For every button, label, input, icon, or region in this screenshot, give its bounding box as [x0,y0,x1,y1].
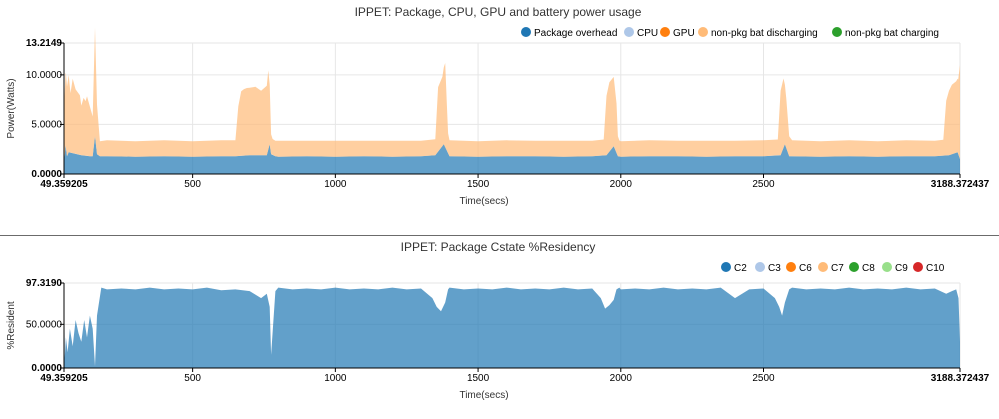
cstate-legend-label-c7[interactable]: C7 [831,263,844,274]
cstate-legend-item-c9[interactable]: C9 [882,262,908,274]
cstate-residency-chart: IPPET: Package Cstate %Residency 0.0000 50… [6,240,990,401]
cstate-legend-label-c9[interactable]: C9 [895,263,908,274]
cstate-legend-item-c2[interactable]: C2 [721,262,747,274]
power-chart-title: IPPET: Package, CPU, GPU and battery pow… [355,5,642,19]
cstate-legend-label-c3[interactable]: C3 [768,263,781,274]
cstate-y-tick-label-2: 97.3190 [26,278,63,289]
cstate-legend-label-c6[interactable]: C6 [799,263,812,274]
cstate-legend-swatch-c3[interactable] [755,262,765,272]
power-y-tick-label-1: 5.0000 [31,119,62,130]
power-x-axis-label: Time(secs) [459,196,508,207]
cstate-legend-swatch-c9[interactable] [882,262,892,272]
cstate-legend-swatch-c7[interactable] [818,262,828,272]
panel-divider [0,235,999,236]
cstate-series-group [64,283,960,368]
power-x-tick-label-2: 1000 [324,179,347,190]
power-y-tick-label-0: 0.0000 [31,169,62,180]
power-y-ticks: 0.0000 5.0000 10.0000 13.2149 [26,38,64,180]
cstate-legend-item-c3[interactable]: C3 [755,262,781,274]
power-usage-chart-panel: IPPET: Package, CPU, GPU and battery pow… [6,5,990,207]
cstate-x-tick-label-5: 2500 [752,373,775,384]
power-legend-item-cpu[interactable]: CPU [624,27,658,39]
power-legend-item-gpu[interactable]: GPU [660,27,695,39]
power-legend-swatch-cpu[interactable] [624,27,634,37]
cstate-x-tick-label-0: 49.359205 [40,373,88,384]
cstate-x-axis-label: Time(secs) [459,390,508,401]
power-legend-label-package-overhead[interactable]: Package overhead [534,28,617,39]
power-legend-swatch-non-pkg-bat-charging[interactable] [832,27,842,37]
cstate-legend: C2 C3 C6 C7 C8 C9 C10 [721,262,945,274]
cstate-x-tick-label-1: 500 [184,373,201,384]
power-usage-chart: IPPET: Package, CPU, GPU and battery pow… [6,5,990,207]
cstate-legend-item-c6[interactable]: C6 [786,262,812,274]
power-series-group [64,27,960,174]
cstate-y-tick-label-1: 50.0000 [26,319,63,330]
cstate-legend-swatch-c2[interactable] [721,262,731,272]
power-x-tick-label-6: 3188.372437 [931,179,990,190]
power-y-tick-label-2: 10.0000 [26,70,63,81]
power-legend-label-non-pkg-bat-charging[interactable]: non-pkg bat charging [845,28,939,39]
power-legend-item-non-pkg-bat-charging[interactable]: non-pkg bat charging [832,27,939,39]
power-legend-swatch-non-pkg-bat-discharging[interactable] [698,27,708,37]
cstate-legend-label-c8[interactable]: C8 [862,263,875,274]
power-legend-label-non-pkg-bat-discharging[interactable]: non-pkg bat discharging [711,28,818,39]
cstate-legend-swatch-c6[interactable] [786,262,796,272]
power-y-axis-label: Power(Watts) [6,78,17,138]
cstate-legend-label-c2[interactable]: C2 [734,263,747,274]
cstate-x-tick-label-6: 3188.372437 [931,373,990,384]
cstate-legend-swatch-c8[interactable] [849,262,859,272]
cstate-residency-chart-panel: IPPET: Package Cstate %Residency 0.0000 50… [0,236,999,414]
power-x-tick-label-4: 2000 [610,179,633,190]
cstate-legend-label-c10[interactable]: C10 [926,263,945,274]
power-legend-item-non-pkg-bat-discharging[interactable]: non-pkg bat discharging [698,27,818,39]
cstate-y-ticks: 0.0000 50.0000 97.3190 [26,278,64,374]
power-x-ticks: 49.359205 500 1000 1500 2000 2500 3188.372437 [40,174,990,190]
cstate-x-tick-label-2: 1000 [324,373,347,384]
power-y-tick-label-3: 13.2149 [26,38,63,49]
power-legend-swatch-gpu[interactable] [660,27,670,37]
power-x-tick-label-0: 49.359205 [40,179,88,190]
cstate-x-tick-label-3: 1500 [467,373,490,384]
power-x-tick-label-1: 500 [184,179,201,190]
cstate-area-c2[interactable] [64,283,960,368]
power-legend-swatch-package-overhead[interactable] [521,27,531,37]
power-area-package-overhead[interactable] [64,136,960,174]
cstate-y-axis-label: %Resident [6,301,17,350]
power-legend: Package overhead CPU GPU non-pkg bat discha… [521,27,939,39]
cstate-x-ticks: 49.359205 500 1000 1500 2000 2500 3188.372437 [40,368,990,384]
cstate-x-tick-label-4: 2000 [610,373,633,384]
cstate-legend-swatch-c10[interactable] [913,262,923,272]
cstate-y-tick-label-0: 0.0000 [31,363,62,374]
cstate-chart-title: IPPET: Package Cstate %Residency [401,240,596,254]
power-area-non-pkg-bat-discharging[interactable] [64,27,960,163]
power-legend-label-gpu[interactable]: GPU [673,28,695,39]
cstate-legend-item-c10[interactable]: C10 [913,262,945,274]
power-legend-item-package-overhead[interactable]: Package overhead [521,27,617,39]
cstate-legend-item-c8[interactable]: C8 [849,262,875,274]
power-x-tick-label-5: 2500 [752,179,775,190]
cstate-legend-item-c7[interactable]: C7 [818,262,844,274]
power-legend-label-cpu[interactable]: CPU [637,28,658,39]
power-x-tick-label-3: 1500 [467,179,490,190]
